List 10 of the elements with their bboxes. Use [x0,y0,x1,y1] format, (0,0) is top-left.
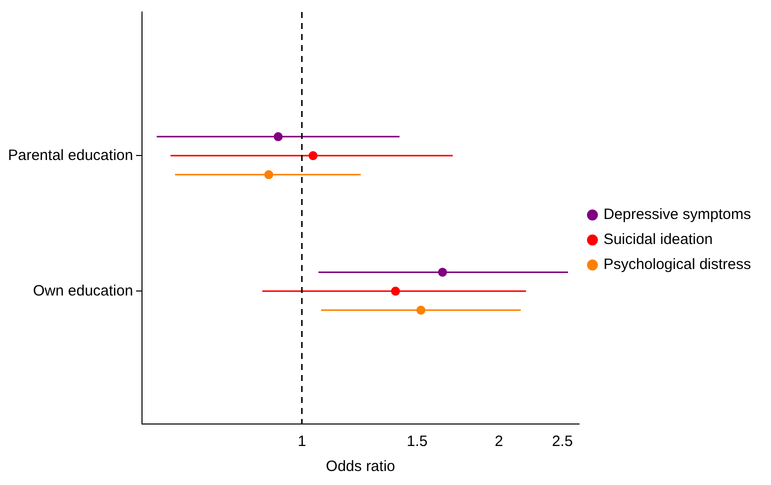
x-tick-label: 1 [298,433,306,450]
x-tick-label: 1.5 [406,433,428,450]
x-tick-label: 2 [494,433,504,450]
legend-label: Depressive symptoms [603,206,751,224]
x-axis-title: Odds ratio [326,458,396,476]
legend-label: Psychological distress [603,256,751,274]
legend-label: Suicidal ideation [603,231,713,248]
y-tick-label: Own education [33,282,134,300]
x-tick-label: 2.5 [552,433,573,450]
y-tick-label: Parental education [8,146,134,164]
